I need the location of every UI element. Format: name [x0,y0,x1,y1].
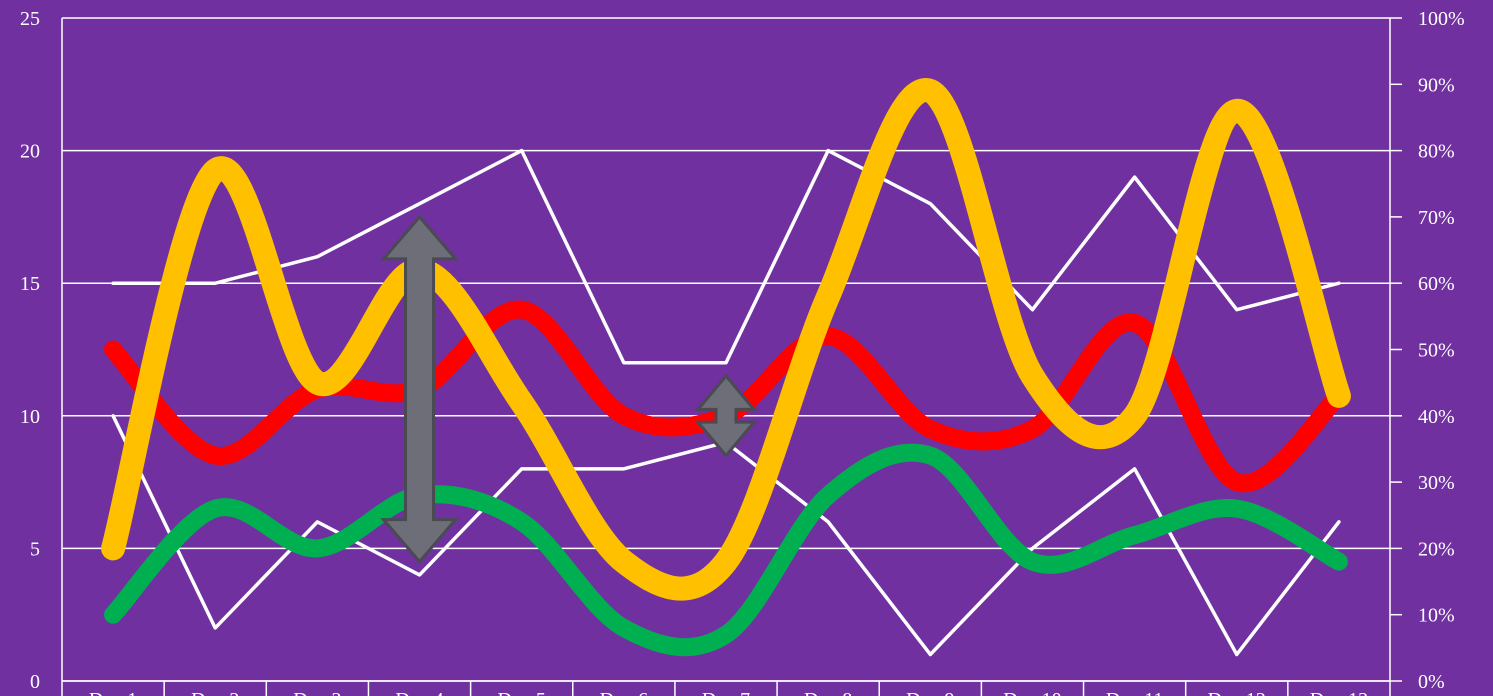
x-tick-label: Day 13 [1310,689,1368,696]
y-left-tick-label: 5 [30,538,40,560]
y-right-tick-label: 80% [1418,141,1455,163]
y-left-tick-label: 25 [20,8,40,30]
y-right-tick-label: 90% [1418,74,1455,96]
y-right-tick-label: 20% [1418,538,1455,560]
x-tick-label: Day 12 [1208,689,1266,696]
x-tick-label: Day 6 [600,689,648,696]
x-tick-label: Day 3 [293,689,341,696]
y-right-tick-label: 0% [1418,671,1445,693]
arrows-group [380,214,758,564]
series-line-4 [104,443,1348,657]
x-tick-label: Day 4 [395,689,443,696]
x-tick-label: Day 10 [1003,689,1061,696]
y-right-tick-label: 70% [1418,207,1455,229]
y-left-tick-label: 15 [20,273,40,295]
x-tick-label: Day 5 [498,689,546,696]
y-right-tick-label: 40% [1418,406,1455,428]
y-right-tick-label: 10% [1418,605,1455,627]
y-axis-right: 0% 10% 20% 30% 40% 50% 60% 70% 80% 90% 100% [1390,8,1465,693]
x-tick-label: Day 9 [906,689,954,696]
y-right-tick-label: 60% [1418,273,1455,295]
x-tick-label: Day 7 [702,689,750,696]
x-tick-label: Day 1 [89,689,137,696]
x-tick-label: Day 2 [191,689,239,696]
y-right-tick-label: 30% [1418,472,1455,494]
x-tick-label: Day 8 [804,689,852,696]
series-line-5 [101,78,1351,601]
y-left-tick-label: 0 [30,671,40,693]
double-arrow-2 [694,373,758,458]
y-left-tick-label: 10 [20,406,40,428]
y-right-tick-label: 100% [1418,8,1465,30]
x-tick-label: Day 11 [1106,689,1164,696]
series-line-1 [111,148,1341,365]
y-axis-left: 0 5 10 15 20 25 [20,8,40,693]
y-left-tick-label: 20 [20,141,40,163]
y-right-tick-label: 50% [1418,340,1455,362]
double-arrow-1 [380,214,459,564]
series-group [101,78,1351,657]
x-axis-categories: Day 1 Day 2 Day 3 Day 4 Day 5 Day 6 Day 7 Day 8… [61,681,1391,696]
